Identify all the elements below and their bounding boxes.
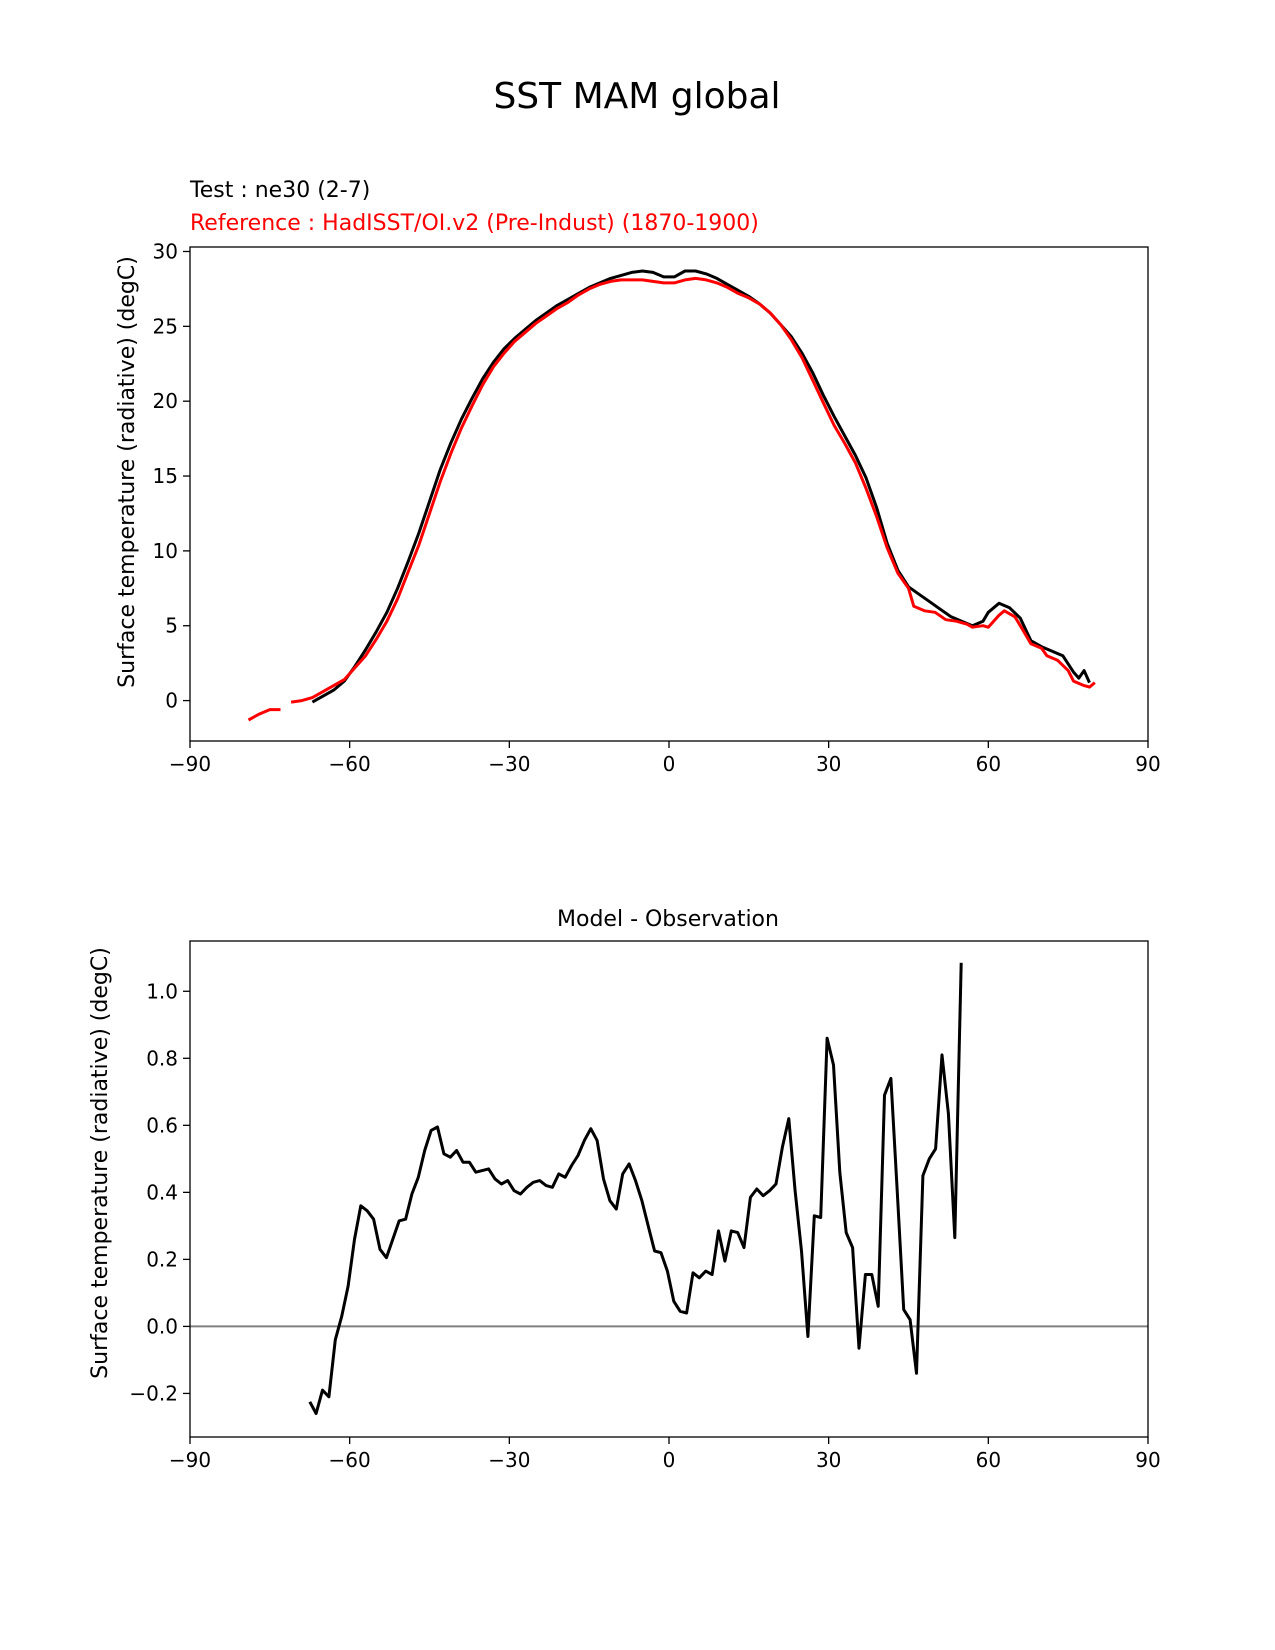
top-y-axis-label: Surface temperature (radiative) (degC) — [115, 256, 140, 688]
top-plot-area: −90 −60 −30 0 30 60 90 0 5 10 15 20 25 30 — [153, 239, 1161, 776]
bottom-title: Model - Observation — [557, 907, 779, 932]
y-tick-label: 0.8 — [146, 1046, 178, 1070]
x-tick-label: −90 — [169, 752, 211, 776]
y-tick-label: 10 — [153, 539, 178, 563]
y-tick-label: 0.0 — [146, 1314, 178, 1338]
x-tick-label: 0 — [663, 1448, 676, 1472]
x-tick-label: −30 — [488, 1448, 530, 1472]
y-tick-label: 5 — [165, 614, 178, 638]
test-title: Test : ne30 (2-7) — [189, 178, 370, 203]
x-tick-label: 90 — [1135, 1448, 1160, 1472]
plot-frame — [189, 246, 1149, 742]
x-tick-label: 0 — [663, 752, 676, 776]
reference-title: Reference : HadISST/OI.v2 (Pre-Indust) (… — [190, 211, 759, 236]
x-tick-label: 30 — [816, 1448, 841, 1472]
y-tick-label: 0.4 — [146, 1180, 178, 1204]
series-line-difference-0 — [308, 962, 963, 1415]
x-tick-label: 90 — [1135, 752, 1160, 776]
x-tick-label: 60 — [976, 752, 1001, 776]
series-line-test-0 — [311, 269, 1091, 704]
x-tick-label: 30 — [816, 752, 841, 776]
top-chart-panel: Test : ne30 (2-7) Reference : HadISST/OI… — [115, 178, 1161, 776]
x-tick-label: −60 — [329, 752, 371, 776]
bottom-chart-panel: Model - Observation Surface temperature … — [88, 907, 1161, 1472]
y-tick-label: 0.6 — [146, 1113, 178, 1137]
x-tick-label: −30 — [488, 752, 530, 776]
x-tick-label: 60 — [976, 1448, 1001, 1472]
bottom-plot-area: −90 −60 −30 0 30 60 90 −0.2 0.0 0.2 0.4 0.6 0.8 1.0 — [129, 940, 1161, 1472]
y-tick-label: 0.2 — [146, 1247, 178, 1271]
y-tick-label: −0.2 — [129, 1381, 178, 1405]
series-line-reference-1 — [290, 276, 1096, 704]
y-tick-label: 25 — [153, 314, 178, 338]
y-tick-label: 30 — [153, 239, 178, 263]
figure-suptitle: SST MAM global — [493, 76, 780, 117]
series-line-reference-0 — [247, 708, 281, 722]
x-tick-label: −90 — [169, 1448, 211, 1472]
y-tick-label: 20 — [153, 389, 178, 413]
y-tick-label: 1.0 — [146, 979, 178, 1003]
bottom-y-axis-label: Surface temperature (radiative) (degC) — [88, 947, 113, 1379]
y-tick-label: 15 — [153, 464, 178, 488]
y-tick-label: 0 — [165, 689, 178, 713]
x-tick-label: −60 — [329, 1448, 371, 1472]
